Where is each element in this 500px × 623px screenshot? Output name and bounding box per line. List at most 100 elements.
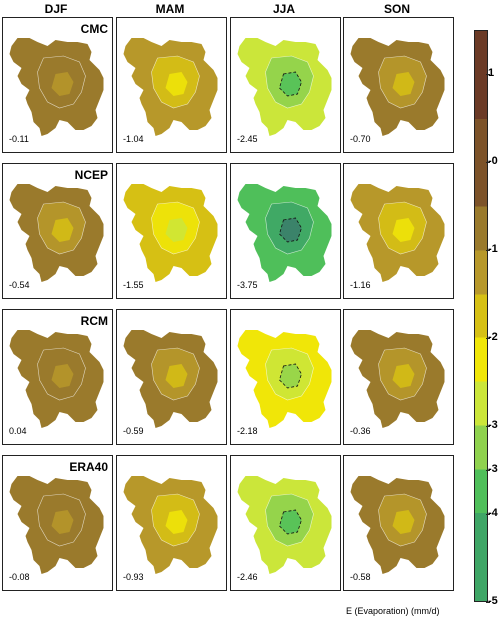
colorbar-tick-mark bbox=[486, 514, 490, 515]
basin-field-core bbox=[279, 72, 302, 96]
basin-map bbox=[350, 184, 445, 282]
contour-line bbox=[378, 55, 427, 109]
basin-map bbox=[9, 330, 104, 428]
basin-map bbox=[123, 184, 218, 282]
colorbar-tick-label: -4 bbox=[488, 507, 498, 519]
basin-map bbox=[237, 184, 332, 282]
contour-line bbox=[151, 201, 200, 255]
dashed-contour bbox=[279, 217, 302, 243]
contour-line bbox=[151, 347, 200, 401]
contour-line bbox=[151, 493, 200, 547]
map-panel-rcm-mam: -0.59 bbox=[116, 309, 227, 445]
basin-field-core bbox=[279, 510, 302, 534]
contour-line bbox=[378, 347, 427, 401]
row-label-ncep: NCEP bbox=[74, 168, 108, 182]
mean-value-label: -1.55 bbox=[123, 280, 144, 290]
colorbar bbox=[474, 30, 488, 602]
colorbar-tick-mark bbox=[486, 426, 490, 427]
colorbar-tick-mark bbox=[486, 250, 490, 251]
contour-line bbox=[37, 493, 86, 547]
contour-line bbox=[378, 493, 427, 547]
colorbar-tick-label: -0 bbox=[488, 155, 498, 167]
basin-field-core bbox=[279, 364, 302, 388]
mean-value-label: -0.58 bbox=[350, 572, 371, 582]
season-header-djf: DJF bbox=[44, 2, 68, 16]
map-panel-ncep-mam: -1.55 bbox=[116, 163, 227, 299]
contour-line bbox=[37, 347, 86, 401]
colorbar-tick-label: -5 bbox=[488, 595, 498, 607]
mean-value-label: -0.54 bbox=[9, 280, 30, 290]
map-panel-rcm-djf: RCM 0.04 bbox=[2, 309, 113, 445]
map-panel-cmc-jja: -2.45 bbox=[230, 17, 341, 153]
basin-map bbox=[123, 330, 218, 428]
map-panel-rcm-son: -0.36 bbox=[343, 309, 454, 445]
basin-map bbox=[9, 476, 104, 574]
basin-map bbox=[350, 38, 445, 136]
map-panel-ncep-jja: -3.75 bbox=[230, 163, 341, 299]
basin-field-core bbox=[392, 72, 415, 96]
colorbar-tick-mark bbox=[486, 602, 490, 603]
colorbar-tick-label: 1 bbox=[488, 67, 495, 79]
map-panel-cmc-djf: CMC -0.11 bbox=[2, 17, 113, 153]
row-label-rcm: RCM bbox=[80, 314, 108, 328]
map-panel-era40-mam: -0.93 bbox=[116, 455, 227, 591]
mean-value-label: -0.36 bbox=[350, 426, 371, 436]
basin-field-core bbox=[51, 218, 74, 242]
basin-field-core bbox=[165, 510, 188, 534]
colorbar-tick-mark bbox=[486, 470, 490, 471]
contour-line bbox=[265, 55, 314, 109]
map-panel-era40-jja: -2.46 bbox=[230, 455, 341, 591]
mean-value-label: 0.04 bbox=[9, 426, 27, 436]
basin-map bbox=[237, 330, 332, 428]
dashed-contour bbox=[279, 363, 302, 389]
basin-field-core bbox=[392, 364, 415, 388]
colorbar-tick-label: -3 bbox=[488, 419, 498, 431]
basin-map bbox=[9, 184, 104, 282]
dashed-contour bbox=[279, 509, 302, 535]
mean-value-label: -0.93 bbox=[123, 572, 144, 582]
basin-map bbox=[123, 476, 218, 574]
basin-map bbox=[123, 38, 218, 136]
mean-value-label: -0.70 bbox=[350, 134, 371, 144]
basin-field-core bbox=[51, 364, 74, 388]
basin-field-core bbox=[51, 510, 74, 534]
basin-map bbox=[350, 330, 445, 428]
contour-line bbox=[265, 347, 314, 401]
basin-field-core bbox=[392, 218, 415, 242]
map-panel-ncep-djf: NCEP -0.54 bbox=[2, 163, 113, 299]
colorbar-tick-mark bbox=[486, 338, 490, 339]
contour-line bbox=[265, 201, 314, 255]
basin-field-core bbox=[279, 218, 302, 242]
mean-value-label: -1.04 bbox=[123, 134, 144, 144]
colorbar-unit-label: E (Evaporation) (mm/d) bbox=[346, 606, 440, 616]
season-header-son: SON bbox=[383, 2, 410, 16]
map-panel-cmc-mam: -1.04 bbox=[116, 17, 227, 153]
dashed-contour bbox=[279, 71, 302, 97]
basin-map bbox=[350, 476, 445, 574]
basin-field-core bbox=[165, 72, 188, 96]
colorbar-tick-mark bbox=[486, 74, 490, 75]
mean-value-label: -0.11 bbox=[9, 134, 29, 144]
row-label-cmc: CMC bbox=[80, 22, 108, 36]
mean-value-label: -2.46 bbox=[237, 572, 258, 582]
map-panel-era40-djf: ERA40 -0.08 bbox=[2, 455, 113, 591]
basin-field-core bbox=[165, 364, 188, 388]
map-panel-era40-son: -0.58 bbox=[343, 455, 454, 591]
contour-line bbox=[151, 55, 200, 109]
mean-value-label: -0.08 bbox=[9, 572, 30, 582]
colorbar-tick-label: -2 bbox=[488, 331, 498, 343]
contour-line bbox=[37, 201, 86, 255]
colorbar-tick-mark bbox=[486, 162, 490, 163]
mean-value-label: -2.45 bbox=[237, 134, 258, 144]
basin-field-core bbox=[51, 72, 74, 96]
mean-value-label: -1.16 bbox=[350, 280, 371, 290]
basin-field-core bbox=[392, 510, 415, 534]
basin-field-core bbox=[165, 218, 188, 242]
season-header-jja: JJA bbox=[272, 2, 295, 16]
contour-line bbox=[265, 493, 314, 547]
map-panel-rcm-jja: -2.18 bbox=[230, 309, 341, 445]
mean-value-label: -0.59 bbox=[123, 426, 144, 436]
colorbar-tick-label: -1 bbox=[488, 243, 498, 255]
basin-map bbox=[237, 38, 332, 136]
basin-map bbox=[237, 476, 332, 574]
